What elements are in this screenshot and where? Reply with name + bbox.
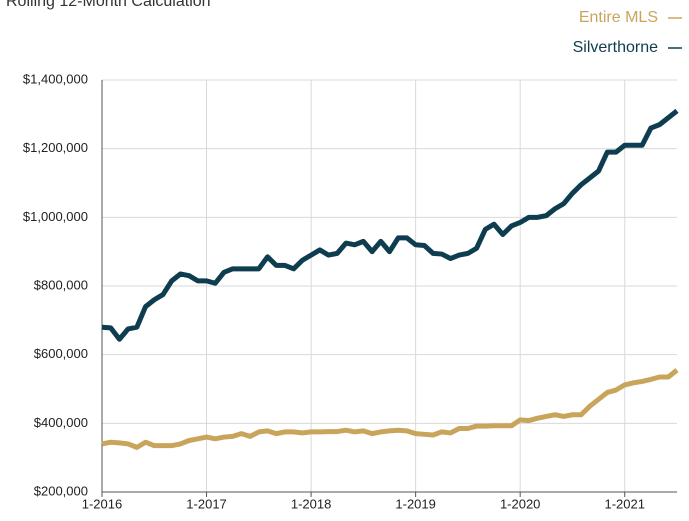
chart-title: Rolling 12-Month Calculation [6, 0, 211, 10]
legend-label: Entire MLS [579, 9, 658, 26]
y-tick-label: $200,000 [34, 483, 88, 498]
x-tick-label: 1-2018 [291, 496, 331, 511]
x-tick-label: 1-2017 [186, 496, 226, 511]
y-tick-label: $1,400,000 [23, 71, 88, 86]
y-tick-label: $600,000 [34, 346, 88, 361]
x-tick-label: 1-2021 [604, 496, 644, 511]
y-tick-label: $1,200,000 [23, 140, 88, 155]
x-tick-label: 1-2020 [500, 496, 540, 511]
y-tick-label: $800,000 [34, 277, 88, 292]
legend-label: Silverthorne [573, 39, 658, 56]
y-tick-label: $1,000,000 [23, 209, 88, 224]
series-line [101, 108, 679, 342]
y-tick-label: $400,000 [34, 415, 88, 430]
x-tick-label: 1-2016 [82, 496, 122, 511]
x-tick-label: 1-2019 [395, 496, 435, 511]
series-line [101, 368, 679, 450]
